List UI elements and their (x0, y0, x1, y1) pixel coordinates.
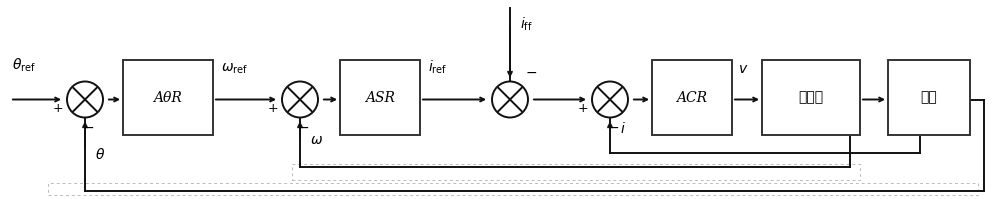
Text: $i$: $i$ (620, 121, 626, 136)
Text: −: − (83, 121, 94, 135)
FancyBboxPatch shape (652, 60, 732, 135)
Text: −: − (298, 121, 309, 135)
FancyBboxPatch shape (340, 60, 420, 135)
Text: 驱动器: 驱动器 (798, 91, 824, 104)
Text: ACR: ACR (676, 91, 708, 104)
Text: −: − (526, 65, 537, 79)
Text: ASR: ASR (365, 91, 395, 104)
Text: $v$: $v$ (738, 62, 748, 76)
Text: −: − (608, 121, 619, 135)
Text: $\theta_{\rm ref}$: $\theta_{\rm ref}$ (12, 56, 36, 74)
Text: AθR: AθR (154, 91, 182, 104)
Ellipse shape (282, 82, 318, 117)
FancyBboxPatch shape (123, 60, 213, 135)
Ellipse shape (592, 82, 628, 117)
Text: +: + (578, 102, 588, 115)
Text: +: + (53, 102, 63, 115)
Text: $\omega_{\rm ref}$: $\omega_{\rm ref}$ (221, 61, 248, 76)
Text: $i_{\rm ref}$: $i_{\rm ref}$ (428, 58, 447, 76)
Text: $\theta$: $\theta$ (95, 147, 105, 162)
Text: $i_{\rm ff}$: $i_{\rm ff}$ (520, 16, 533, 33)
FancyBboxPatch shape (888, 60, 970, 135)
Text: +: + (268, 102, 278, 115)
Ellipse shape (492, 82, 528, 117)
Text: 电机: 电机 (921, 91, 937, 104)
Text: $\omega$: $\omega$ (310, 133, 323, 147)
FancyBboxPatch shape (762, 60, 860, 135)
Ellipse shape (67, 82, 103, 117)
